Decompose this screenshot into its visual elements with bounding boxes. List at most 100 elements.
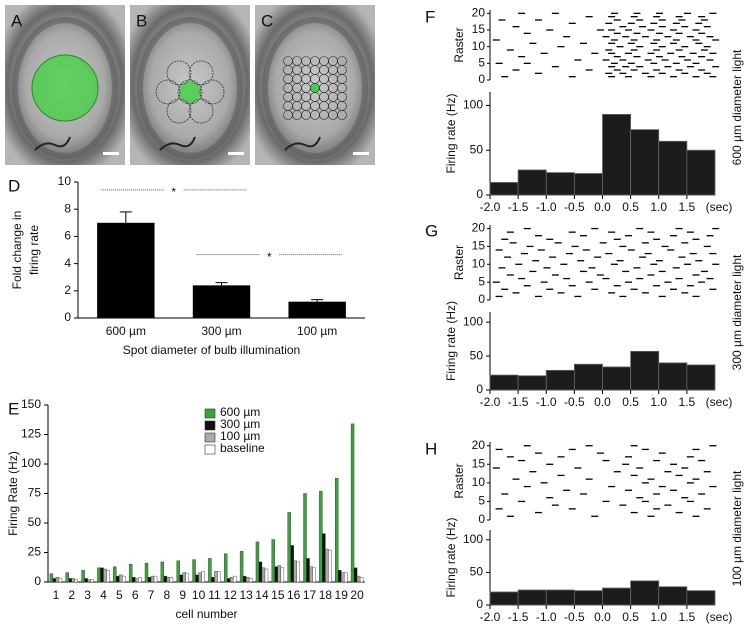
y-tick-label: 6 [64, 229, 71, 243]
bar [274, 566, 279, 583]
bar [230, 577, 234, 583]
bar [81, 570, 85, 583]
spot-outline [166, 98, 192, 124]
x-tick-label: 5 [116, 588, 123, 602]
bar [49, 573, 54, 583]
x-tick-label: 100 µm [297, 324, 337, 338]
x-tick-label: 0.0 [594, 200, 611, 214]
bar [288, 301, 346, 318]
vessel [34, 136, 71, 151]
x-tick-label: 11 [208, 588, 221, 602]
bar [322, 533, 326, 583]
bar [116, 575, 120, 583]
panel-letter: C [261, 11, 273, 30]
y-tick-label: 0 [478, 512, 485, 526]
scale-bar [228, 152, 244, 155]
error-bar [311, 299, 324, 302]
bar [106, 570, 110, 583]
bar [264, 568, 269, 583]
y-tick-label: 50 [28, 515, 42, 529]
x-tick-label: 0.5 [622, 200, 639, 214]
y-tick-label: 2 [64, 283, 71, 297]
x-tick-label: -1.5 [508, 200, 529, 214]
panel-letter: F [425, 7, 435, 26]
bar [306, 558, 310, 583]
y-tick-label: 5 [478, 494, 485, 508]
bar [290, 545, 294, 583]
bar [119, 574, 123, 583]
bar [214, 571, 218, 583]
bar [97, 222, 155, 318]
histogram-bar [630, 129, 660, 196]
bar [258, 561, 263, 583]
bar [68, 578, 72, 583]
legend-swatch [204, 444, 216, 455]
spot-outline [188, 60, 214, 86]
y-axis-label: Fold change in firing rate [10, 211, 41, 290]
bar [353, 567, 358, 583]
y-tick-label: 125 [21, 427, 41, 441]
bar [233, 575, 237, 583]
bar [309, 566, 313, 583]
y-axis-label: Firing rate (Hz) [444, 93, 458, 173]
x-tick-label: 18 [319, 588, 333, 602]
y-tick-label: 100 [463, 98, 483, 112]
x-tick-label: 14 [255, 588, 269, 602]
y-tick-label: 10 [472, 39, 486, 53]
scale-bar [353, 152, 369, 155]
x-tick-label: -1.0 [536, 395, 557, 409]
histogram-bar [545, 172, 575, 196]
side-label: 300 µm diameter light [730, 254, 744, 370]
y-tick-label: 0 [34, 574, 41, 588]
bar [335, 477, 339, 583]
x-tick-label: 0.0 [594, 395, 611, 409]
histogram-bar [573, 590, 603, 606]
y-tick-label: 10 [472, 475, 486, 489]
bar [134, 578, 139, 583]
histogram-bar [517, 169, 547, 196]
bar [224, 553, 228, 583]
y-axis-label: Firing rate (Hz) [444, 517, 458, 597]
y-tick-label: 15 [472, 239, 486, 253]
histogram-bar [489, 374, 519, 391]
annotation: * [267, 250, 272, 264]
bar [217, 571, 221, 583]
x-tick-label: 4 [100, 588, 107, 602]
bar [350, 423, 355, 583]
x-tick-label: 0.5 [622, 395, 639, 409]
x-axis-label: Spot diameter of bulb illumination [123, 343, 300, 357]
y-tick-label: 50 [470, 142, 484, 156]
x-tick-label: 2 [68, 588, 75, 602]
spot-outline [337, 110, 347, 120]
histogram-bar [573, 173, 603, 196]
bar [71, 578, 75, 583]
x-tick-label: 0.5 [622, 610, 639, 624]
x-tick-label: 15 [271, 588, 285, 602]
x-tick-label: 7 [148, 588, 155, 602]
bar [87, 579, 91, 583]
x-tick-label: -0.5 [564, 395, 585, 409]
x-tick-label: 8 [164, 588, 171, 602]
histogram-bar [686, 364, 716, 391]
photo-edge [12, 17, 118, 159]
side-label: 600 µm diameter light [730, 49, 744, 165]
histogram-bar [658, 586, 688, 606]
bar [227, 578, 231, 583]
bar [344, 572, 348, 583]
bar [160, 561, 165, 583]
x-tick-label: 12 [224, 588, 238, 602]
spot-outline [177, 79, 203, 105]
bar [55, 577, 60, 583]
histogram-bar [602, 587, 632, 606]
histogram-bar [602, 113, 632, 196]
bar [239, 551, 244, 583]
bar [312, 567, 316, 583]
bar [338, 570, 342, 583]
bar [271, 539, 276, 583]
bar [296, 561, 300, 583]
raster-label: Raster [452, 27, 466, 62]
histogram-bar [545, 369, 575, 391]
x-tick-label: 6 [132, 588, 139, 602]
bar [325, 548, 329, 583]
